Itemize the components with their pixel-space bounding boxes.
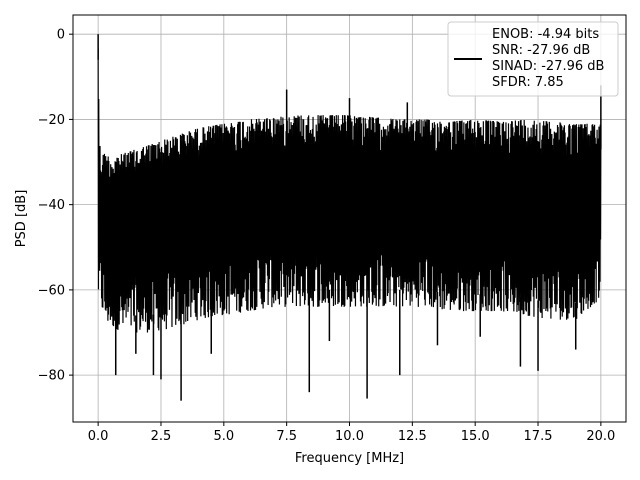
y-tick-label: −20	[38, 113, 65, 128]
legend-sinad: SINAD: -27.96 dB	[492, 59, 604, 74]
x-tick-label: 15.0	[461, 429, 490, 444]
legend-snr: SNR: -27.96 dB	[492, 43, 590, 58]
y-tick-label: 0	[57, 28, 65, 43]
x-tick-label: 7.5	[276, 429, 297, 444]
y-tick-label: −40	[38, 198, 65, 213]
ticks: 0.0 2.5 5.0 7.5 10.0 12.5 15.0 17.5 20.0 0 −20 −40 −…	[38, 28, 616, 444]
legend-box	[447, 21, 619, 97]
legend-enob: ENOB: -4.94 bits	[492, 27, 599, 42]
psd-line	[97, 48, 602, 333]
x-tick-label: 12.5	[398, 429, 427, 444]
x-tick-label: 10.0	[335, 429, 364, 444]
x-axis-label: Frequency [MHz]	[295, 451, 404, 466]
y-tick-label: −60	[38, 283, 65, 298]
x-tick-label: 2.5	[151, 429, 172, 444]
y-axis-label: PSD [dB]	[14, 190, 29, 248]
legend-sfdr: SFDR: 7.85	[492, 75, 564, 90]
legend: ENOB: -4.94 bits SNR: -27.96 dB SINAD: -…	[447, 21, 619, 97]
x-tick-label: 5.0	[213, 429, 234, 444]
x-tick-label: 0.0	[88, 429, 109, 444]
y-tick-label: −80	[38, 369, 65, 384]
x-tick-label: 20.0	[586, 429, 615, 444]
x-tick-label: 17.5	[524, 429, 553, 444]
